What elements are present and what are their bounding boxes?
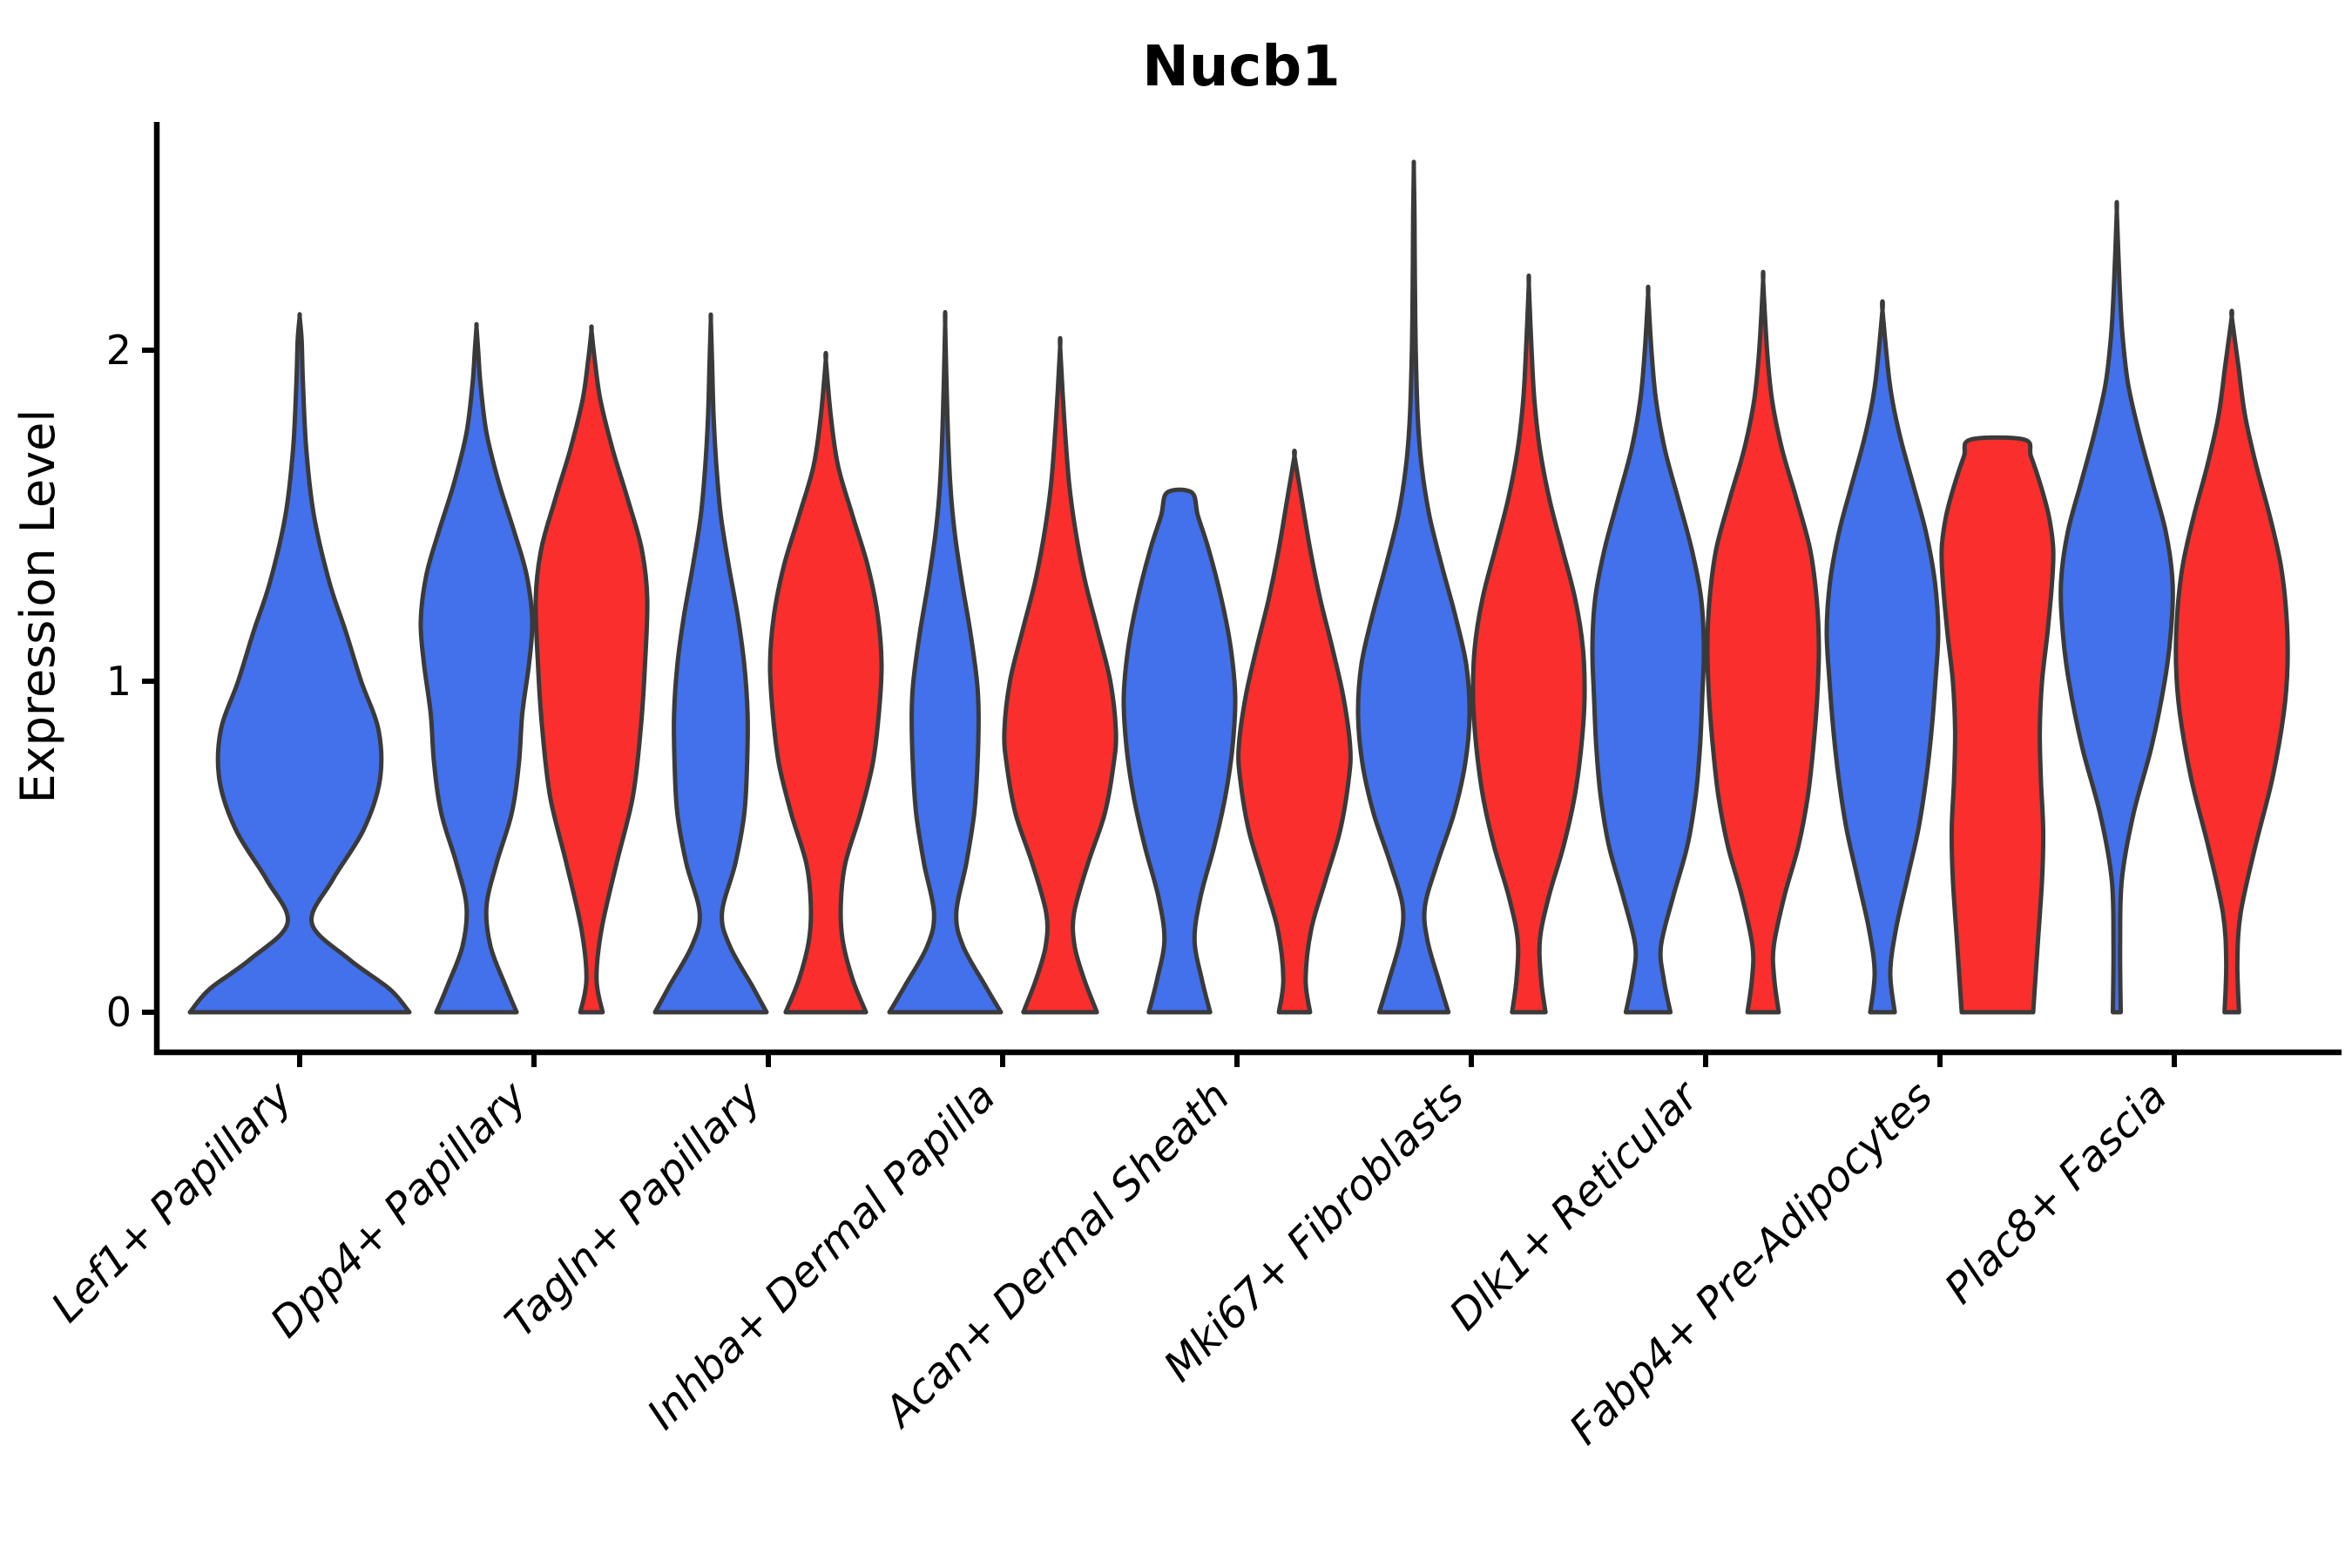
y-tick-label: 0 bbox=[106, 989, 132, 1036]
violin-acan-dermal-sheath-red bbox=[1236, 448, 1353, 1015]
violin-dpp4-papillary-red bbox=[533, 324, 650, 1015]
y-tick-label: 2 bbox=[106, 327, 132, 374]
x-tick-label-dlk1-reticular: Dlk1+ Reticular bbox=[1440, 1071, 1710, 1341]
x-tick-label-plac8-fascia: Plac8+ Fascia bbox=[1936, 1072, 2177, 1314]
violin-fabp4-pre-adipocytes-red bbox=[1939, 435, 2056, 1015]
x-tick-label-lef1-papillary: Lef1+ Papillary bbox=[42, 1071, 302, 1332]
violin-tagln-papillary-blue bbox=[652, 312, 769, 1015]
violin-inhba-dermal-papilla-blue bbox=[887, 309, 1004, 1015]
x-tick-label-dpp4-papillary: Dpp4+ Papillary bbox=[261, 1071, 537, 1347]
violin-dpp4-papillary-blue bbox=[418, 321, 535, 1015]
y-tick-label: 1 bbox=[106, 658, 132, 705]
violin-inhba-dermal-papilla-red bbox=[1002, 335, 1119, 1015]
violin-acan-dermal-sheath-blue bbox=[1121, 487, 1238, 1015]
violin-plac8-fascia-red bbox=[2173, 308, 2290, 1015]
y-axis-label: Expression Level bbox=[10, 409, 65, 804]
violin-fabp4-pre-adipocytes-blue bbox=[1824, 299, 1941, 1015]
violin-mki67-fibroblasts-blue bbox=[1355, 159, 1472, 1015]
violins-layer bbox=[187, 159, 2290, 1015]
violin-mki67-fibroblasts-red bbox=[1470, 273, 1587, 1015]
violin-plac8-fascia-blue bbox=[2058, 199, 2175, 1015]
violin-dlk1-reticular-blue bbox=[1590, 284, 1707, 1015]
violin-tagln-papillary-red bbox=[767, 350, 884, 1015]
chart-title: Nucb1 bbox=[1142, 35, 1340, 99]
x-tick-label-tagln-papillary: Tagln+ Papillary bbox=[496, 1071, 771, 1347]
violin-lef1-papillary-blue bbox=[187, 312, 412, 1015]
violin-dlk1-reticular-red bbox=[1705, 269, 1821, 1015]
